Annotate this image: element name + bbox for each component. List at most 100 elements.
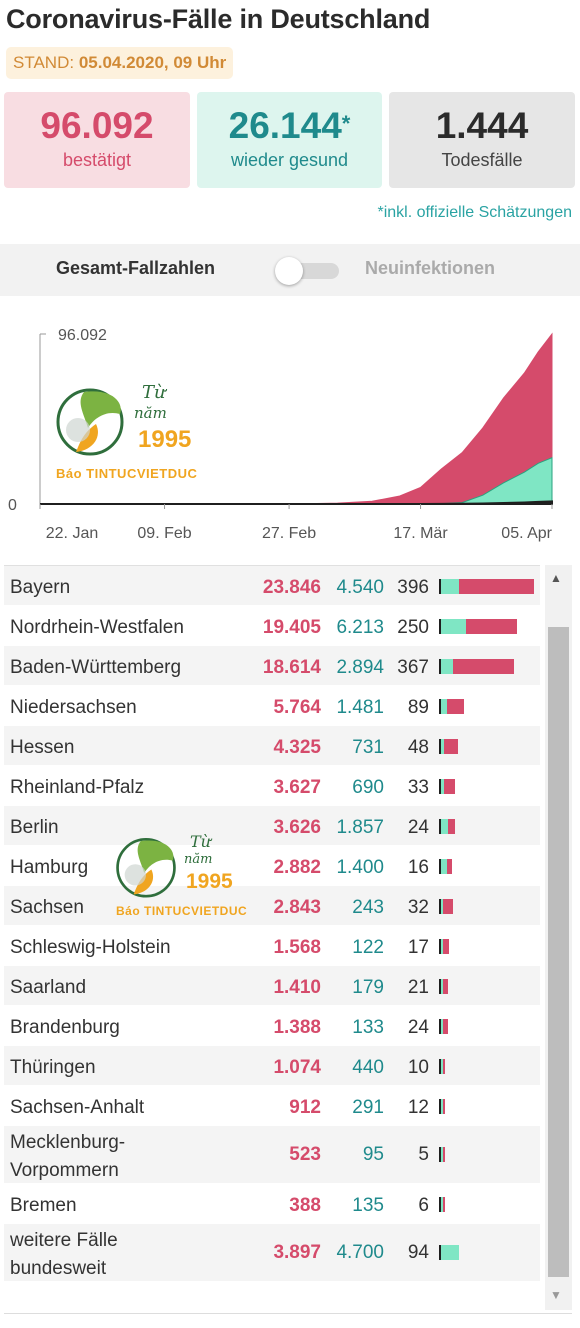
confirmed-cell: 523	[289, 1144, 321, 1165]
recovered-cell: 243	[352, 897, 384, 918]
confirmed-cell: 1.568	[273, 937, 321, 958]
active-segment	[443, 739, 459, 754]
watermark-year: 1995	[186, 870, 233, 893]
watermark-logo-table: Từ năm 1995 Báo TINTUCVIETDUC	[112, 832, 252, 932]
recovered-cell: 291	[352, 1097, 384, 1118]
x-tick-label: 17. Mär	[393, 525, 448, 542]
table-scrollbar[interactable]: ▲ ▼	[545, 565, 572, 1310]
watermark-line2: năm	[134, 404, 167, 422]
confirmed-cell: 1.074	[273, 1057, 321, 1078]
stacked-bar	[439, 1099, 446, 1114]
table-row[interactable]: Hessen 4.325 731 48	[4, 726, 540, 766]
stacked-bar	[439, 1059, 446, 1074]
page-title: Coronavirus-Fälle in Deutschland	[6, 4, 431, 34]
recovered-segment	[441, 899, 443, 914]
watermark-year: 1995	[138, 426, 192, 453]
recovered-segment	[441, 619, 466, 634]
confirmed-cell: 2.843	[273, 897, 321, 918]
deaths-cell: 16	[407, 857, 429, 878]
state-name: Bremen	[10, 1195, 77, 1216]
recovered-cell: 690	[352, 777, 384, 798]
deaths-segment	[439, 979, 441, 994]
deaths-segment	[439, 859, 441, 874]
x-tick-label: 22. Jan	[46, 525, 98, 542]
watermark-brand: Báo TINTUCVIETDUC	[116, 904, 248, 918]
scrollbar-thumb[interactable]	[548, 627, 569, 1277]
state-name: Hamburg	[10, 857, 89, 878]
state-name: Bayern	[10, 577, 71, 598]
confirmed-cell: 3.626	[273, 817, 321, 838]
recovered-segment	[441, 1059, 443, 1074]
deaths-count: 1.444	[435, 105, 529, 146]
recovered-segment	[441, 739, 444, 754]
active-segment	[443, 979, 448, 994]
table-row[interactable]: Schleswig-Holstein 1.568 122 17	[4, 926, 540, 966]
recovered-label: wieder gesund	[230, 150, 349, 170]
recovered-cell: 6.213	[336, 617, 384, 638]
table-row[interactable]: Saarland 1.410 179 21	[4, 966, 540, 1006]
deaths-cell: 33	[407, 777, 429, 798]
stand-badge: STAND: 05.04.2020, 09 Uhr	[6, 47, 234, 79]
view-toggle-switch[interactable]	[275, 257, 339, 285]
toggle-label-total[interactable]: Gesamt-Fallzahlen	[56, 258, 216, 278]
watermark-line1: Từ	[190, 832, 211, 851]
watermark-line1: Từ	[142, 382, 166, 403]
x-tick-label: 27. Feb	[262, 525, 316, 542]
state-name: Nordrhein-Westfalen	[10, 617, 184, 638]
table-row[interactable]: Sachsen-Anhalt 912 291 12	[4, 1086, 540, 1126]
table-row[interactable]: Berlin 3.626 1.857 24	[4, 806, 540, 846]
recovered-segment	[441, 659, 453, 674]
table-row[interactable]: Rheinland-Pfalz 3.627 690 33	[4, 766, 540, 806]
recovered-segment	[441, 579, 460, 594]
leaf-logo-icon	[116, 838, 176, 898]
confirmed-card: 96.092 bestätigt	[4, 92, 190, 188]
table-row[interactable]: weitere Fälle bundesweit 3.897 4.700 94	[4, 1224, 540, 1282]
deaths-segment	[439, 659, 441, 674]
table-row[interactable]: Brandenburg 1.388 133 24	[4, 1006, 540, 1046]
stacked-bar	[439, 579, 535, 594]
recovered-segment	[441, 979, 443, 994]
state-name: Mecklenburg- Vorpommern	[10, 1132, 126, 1181]
stacked-bar	[439, 859, 453, 874]
table-row[interactable]: Mecklenburg- Vorpommern 523 95 5	[4, 1126, 540, 1184]
toggle-knob[interactable]	[275, 257, 303, 285]
deaths-cell: 24	[407, 1017, 429, 1038]
table-row[interactable]: Baden-Württemberg 18.614 2.894 367	[4, 646, 540, 686]
table-row[interactable]: Bayern 23.846 4.540 396	[4, 566, 540, 606]
state-name: Saarland	[10, 977, 87, 998]
deaths-segment	[439, 1147, 441, 1162]
recovered-cell: 179	[352, 977, 384, 998]
confirmed-cell: 18.614	[262, 657, 321, 678]
recovered-segment	[441, 1099, 443, 1114]
active-segment	[443, 1059, 446, 1074]
recovered-segment	[441, 1019, 443, 1034]
deaths-cell: 24	[407, 817, 429, 838]
watermark-logo: Từ năm 1995 Báo TINTUCVIETDUC	[54, 382, 204, 492]
x-tick-label: 05. Apr	[501, 525, 552, 542]
estimate-note: *inkl. offizielle Schätzungen	[377, 204, 573, 221]
confirmed-cell: 23.846	[262, 577, 321, 598]
state-name: Schleswig-Holstein	[10, 937, 171, 958]
confirmed-cell: 4.325	[273, 737, 321, 758]
table-row[interactable]: Nordrhein-Westfalen 19.405 6.213 250	[4, 606, 540, 646]
scroll-down-icon[interactable]: ▼	[550, 1288, 562, 1302]
deaths-segment	[439, 699, 441, 714]
table-row[interactable]: Hamburg 2.882 1.400 16	[4, 846, 540, 886]
stacked-bar	[439, 1245, 459, 1260]
recovered-segment	[441, 1245, 459, 1260]
toggle-label-new[interactable]: Neuinfektionen	[365, 258, 496, 278]
table-row[interactable]: Sachsen 2.843 243 32	[4, 886, 540, 926]
recovered-cell: 95	[362, 1144, 384, 1165]
table-row[interactable]: Bremen 388 135 6	[4, 1184, 540, 1224]
recovered-segment	[441, 939, 443, 954]
recovered-segment	[441, 1147, 443, 1162]
deaths-cell: 32	[407, 897, 429, 918]
confirmed-cell: 3.897	[273, 1242, 321, 1263]
scroll-up-icon[interactable]: ▲	[550, 571, 562, 585]
table-row[interactable]: Thüringen 1.074 440 10	[4, 1046, 540, 1086]
watermark-brand: Báo TINTUCVIETDUC	[56, 466, 198, 481]
state-name: Niedersachsen	[10, 697, 137, 718]
deaths-cell: 21	[407, 977, 429, 998]
deaths-segment	[439, 1099, 441, 1114]
table-row[interactable]: Niedersachsen 5.764 1.481 89	[4, 686, 540, 726]
